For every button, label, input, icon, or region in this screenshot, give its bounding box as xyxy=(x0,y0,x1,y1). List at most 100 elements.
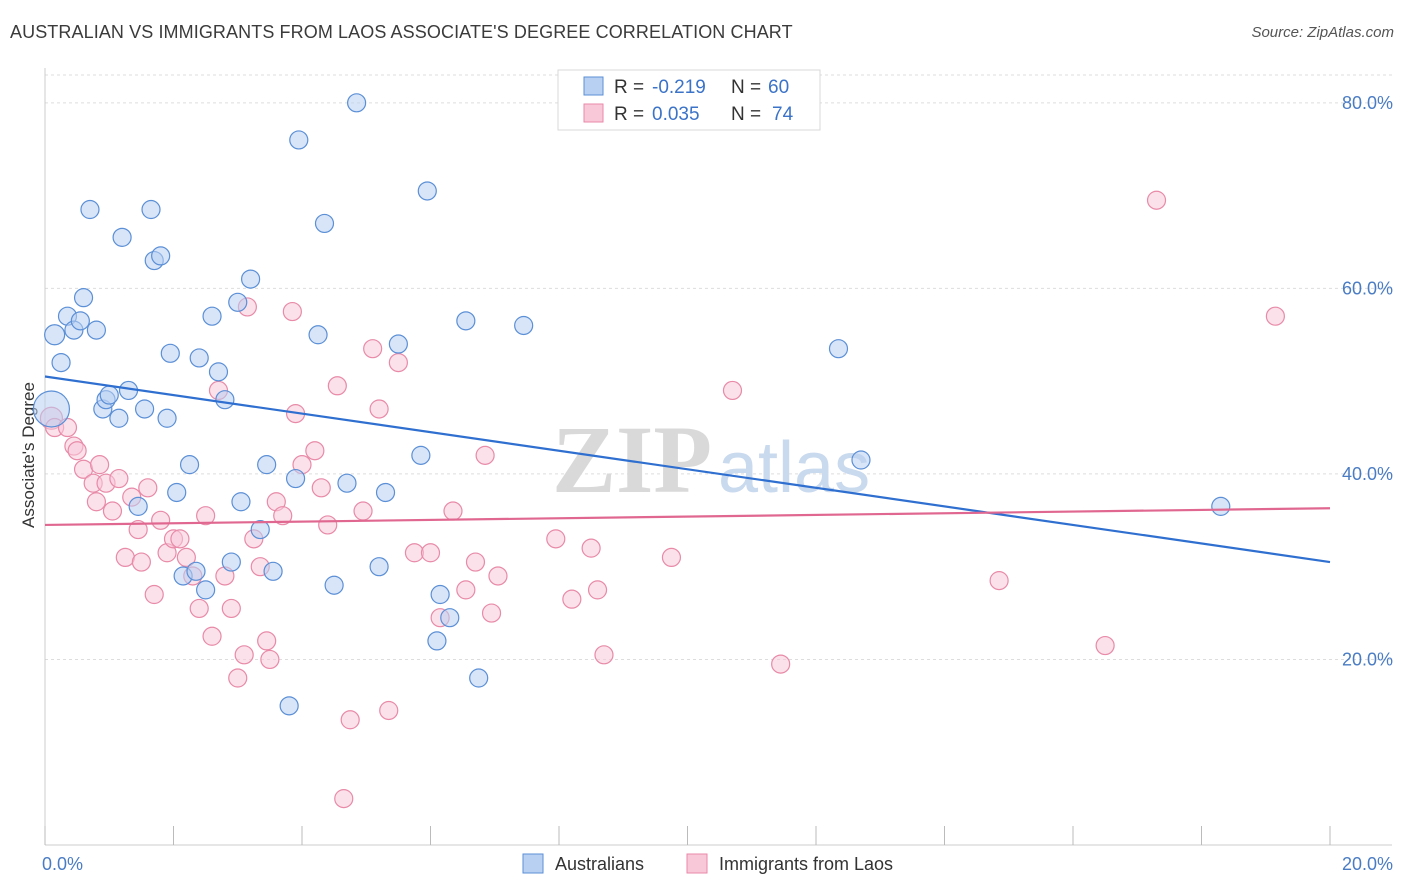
laos-point xyxy=(388,352,408,373)
laos-point xyxy=(420,543,441,563)
laos-point xyxy=(546,529,566,549)
laos-point xyxy=(404,543,425,563)
trend-lines xyxy=(44,375,1331,564)
laos-point xyxy=(144,584,164,605)
laos-point xyxy=(1265,306,1285,326)
australians-point xyxy=(179,455,200,475)
australians-point xyxy=(369,557,389,577)
x-tick-labels: 0.0% 20.0% xyxy=(42,854,1393,874)
laos-point xyxy=(481,603,502,623)
legend-r-label-1: R = xyxy=(614,77,644,98)
australians-point xyxy=(141,199,161,220)
australians-point xyxy=(86,320,107,340)
australians-point xyxy=(80,199,100,220)
laos-point xyxy=(221,598,241,619)
laos-point xyxy=(475,445,495,465)
laos-point xyxy=(465,552,486,572)
source-label: Source: ZipAtlas.com xyxy=(1251,24,1394,41)
australians-point xyxy=(314,213,335,234)
australians-point xyxy=(337,473,357,493)
laos-point xyxy=(443,501,463,521)
australians-point xyxy=(160,343,180,363)
australians-point xyxy=(70,311,90,331)
laos-point xyxy=(189,598,209,619)
legend-r-label-2: R = xyxy=(614,104,644,125)
laos-point xyxy=(282,301,302,322)
grid-lines xyxy=(45,74,1392,660)
laos-point xyxy=(581,538,601,558)
series-legend-swatch-australians xyxy=(522,853,544,874)
stats-legend: R = -0.219 N = 60 R = 0.035 N = 74 xyxy=(557,69,821,131)
trend-line-laos xyxy=(44,507,1331,527)
series-legend-label-laos: Immigrants from Laos xyxy=(719,854,893,874)
australians-point xyxy=(456,311,476,331)
australians-point xyxy=(109,408,129,428)
chart-title: AUSTRALIAN VS IMMIGRANTS FROM LAOS ASSOC… xyxy=(10,22,793,42)
australians-point xyxy=(134,399,155,419)
australians-point xyxy=(324,575,344,595)
laos-point xyxy=(109,468,129,489)
australians-point xyxy=(289,130,309,150)
laos-point xyxy=(587,580,608,600)
axes xyxy=(44,68,1392,846)
laos-point xyxy=(327,376,347,396)
laos-point xyxy=(202,626,222,646)
australians-point xyxy=(308,325,328,345)
australians-point xyxy=(263,561,283,581)
x-tick-label-max: 20.0% xyxy=(1342,854,1393,874)
laos-point xyxy=(102,501,123,521)
laos-point xyxy=(131,552,151,572)
laos-point xyxy=(138,478,158,498)
laos-point xyxy=(305,441,325,461)
series-legend-swatch-laos xyxy=(686,853,708,874)
laos-point xyxy=(340,710,360,730)
australians-point xyxy=(828,339,849,359)
australians-point xyxy=(241,269,261,289)
laos-point xyxy=(67,441,87,461)
australians-point xyxy=(375,482,396,503)
laos-point xyxy=(562,589,582,609)
australians-point xyxy=(851,450,871,470)
australians-point xyxy=(208,362,229,382)
trend-line-australians xyxy=(44,375,1331,564)
australians-point xyxy=(221,552,241,572)
laos-point xyxy=(318,515,338,535)
australians-point xyxy=(440,608,460,628)
laos-point xyxy=(771,654,791,674)
laos-point xyxy=(90,455,110,475)
laos-point xyxy=(488,566,508,586)
legend-n-value-1: 60 xyxy=(768,77,789,98)
australians-point xyxy=(157,408,177,428)
australians-point xyxy=(73,288,94,308)
laos-point xyxy=(379,700,399,721)
australians-point xyxy=(151,246,171,266)
y-tick-labels: 20.0% 40.0% 60.0% 80.0% xyxy=(1342,93,1393,670)
laos-point xyxy=(722,380,743,401)
australians-point xyxy=(51,352,71,373)
australians-point xyxy=(189,348,209,368)
australians-point xyxy=(202,306,222,326)
laos-point xyxy=(1095,635,1115,656)
australians-point xyxy=(514,315,534,336)
australians-point xyxy=(411,445,431,465)
laos-point xyxy=(369,399,389,419)
laos-point xyxy=(151,510,171,530)
australians-point xyxy=(285,468,306,489)
australians-point xyxy=(347,93,367,113)
laos-point xyxy=(176,547,196,568)
laos-point xyxy=(234,645,254,665)
laos-point xyxy=(661,547,682,568)
series-legend-label-australians: Australians xyxy=(555,854,644,874)
legend-swatch-australians xyxy=(583,76,604,96)
australians-point xyxy=(388,334,408,354)
australians-point xyxy=(257,455,277,475)
laos-point xyxy=(86,492,107,512)
laos-point xyxy=(273,506,293,526)
australians-point xyxy=(417,181,437,201)
y-axis-label: Associate's Degree xyxy=(19,382,38,528)
legend-n-value-2: 74 xyxy=(772,104,794,125)
australians-point xyxy=(186,561,206,581)
laos-point xyxy=(989,571,1009,591)
laos-point xyxy=(115,547,135,568)
